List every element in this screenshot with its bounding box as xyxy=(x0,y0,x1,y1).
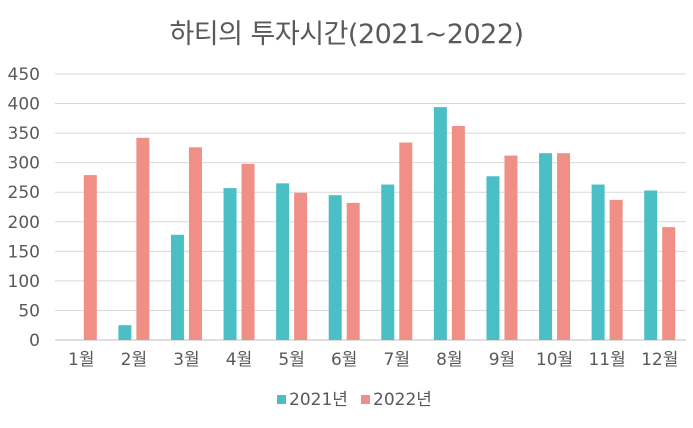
legend-swatch xyxy=(277,395,286,404)
bar xyxy=(170,234,184,340)
x-tick-label: 4월 xyxy=(226,350,252,370)
x-tick-label: 12월 xyxy=(641,350,678,370)
bar xyxy=(591,184,605,340)
bar xyxy=(486,176,500,340)
bar xyxy=(276,183,290,340)
bar xyxy=(346,202,360,340)
x-tick-label: 10월 xyxy=(536,350,573,370)
legend-label: 2022년 xyxy=(373,390,432,410)
x-tick-label: 9월 xyxy=(489,350,515,370)
y-tick-label: 200 xyxy=(8,213,40,233)
bar xyxy=(328,195,342,340)
bar xyxy=(539,153,553,340)
y-tick-label: 400 xyxy=(8,95,40,115)
bar xyxy=(136,137,150,340)
x-tick-label: 1월 xyxy=(68,350,94,370)
bar xyxy=(294,192,308,340)
bar xyxy=(644,190,658,340)
bar xyxy=(188,147,202,340)
chart-title: 하티의 투자시간(2021~2022) xyxy=(169,19,524,50)
x-tick-label: 6월 xyxy=(331,350,357,370)
y-tick-label: 100 xyxy=(8,272,40,292)
bar xyxy=(399,142,413,340)
y-tick-label: 250 xyxy=(8,183,40,203)
x-tick-label: 5월 xyxy=(278,350,304,370)
x-tick-label: 3월 xyxy=(173,350,199,370)
y-tick-label: 350 xyxy=(8,124,40,144)
x-tick-label: 2월 xyxy=(121,350,147,370)
x-tick-label: 8월 xyxy=(436,350,462,370)
bar xyxy=(381,184,395,340)
bar xyxy=(83,175,97,340)
bar xyxy=(662,227,676,340)
bar xyxy=(504,155,518,340)
y-tick-label: 0 xyxy=(29,331,40,351)
bar xyxy=(433,107,447,340)
bar xyxy=(118,325,132,340)
x-tick-label: 7월 xyxy=(384,350,410,370)
y-tick-label: 450 xyxy=(8,65,40,85)
bar xyxy=(609,199,623,340)
bar xyxy=(223,188,237,340)
bar xyxy=(557,153,571,340)
x-tick-label: 11월 xyxy=(588,350,625,370)
bar xyxy=(451,126,465,340)
y-tick-label: 150 xyxy=(8,242,40,262)
legend-swatch xyxy=(361,395,370,404)
legend-label: 2021년 xyxy=(289,390,348,410)
y-tick-label: 50 xyxy=(18,301,40,321)
bar xyxy=(241,163,255,340)
y-tick-label: 300 xyxy=(8,154,40,174)
